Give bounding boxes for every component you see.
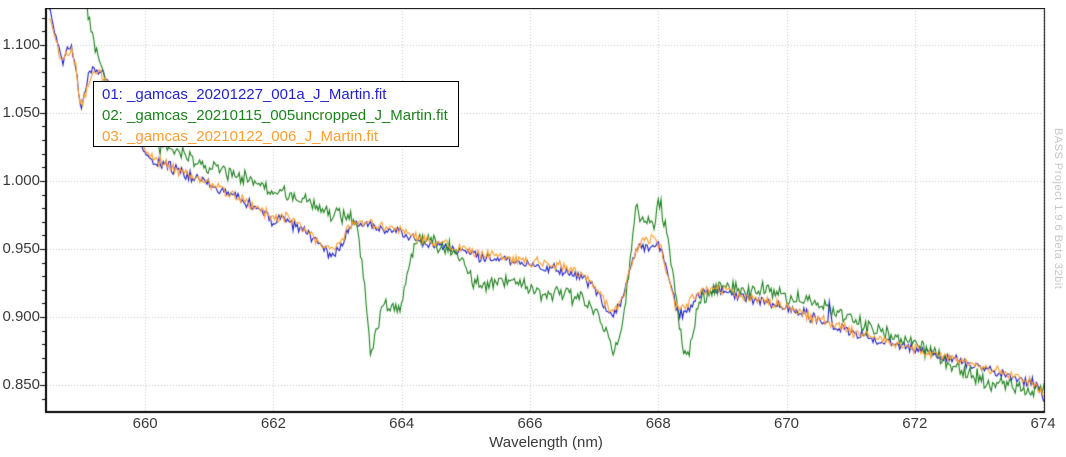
x-tick-label: 662	[260, 415, 286, 432]
legend-item-01[interactable]: 01: _gamcas_20201227_001a_J_Martin.fit	[102, 86, 387, 103]
x-tick-label: 674	[1030, 415, 1056, 432]
x-tick-label: 660	[132, 415, 158, 432]
y-tick-label: 1.100	[2, 35, 40, 53]
app-version-watermark: BASS Project 1.9.6 Beta 32bit	[1052, 128, 1064, 290]
x-tick-label: 664	[389, 415, 415, 432]
y-tick-label: 0.900	[2, 308, 40, 326]
legend-item-03[interactable]: 03: _gamcas_20210122_006_J_Martin.fit	[102, 128, 379, 145]
x-tick-label: 668	[645, 415, 671, 432]
legend-item-02[interactable]: 02: _gamcas_20210115_005uncropped_J_Mart…	[102, 107, 448, 124]
y-tick-label: 1.050	[2, 103, 40, 121]
y-tick-label: 0.850	[2, 376, 40, 394]
y-tick-label: 0.950	[2, 239, 40, 257]
x-tick-label: 670	[774, 415, 800, 432]
spectrum-plot-canvas[interactable]	[38, 8, 1046, 414]
x-tick-label: 672	[902, 415, 928, 432]
y-tick-label: 1.000	[2, 171, 40, 189]
x-tick-label: 666	[517, 415, 543, 432]
legend-box[interactable]: 01: _gamcas_20201227_001a_J_Martin.fit 0…	[93, 81, 459, 147]
x-axis-title: Wavelength (nm)	[489, 434, 603, 451]
